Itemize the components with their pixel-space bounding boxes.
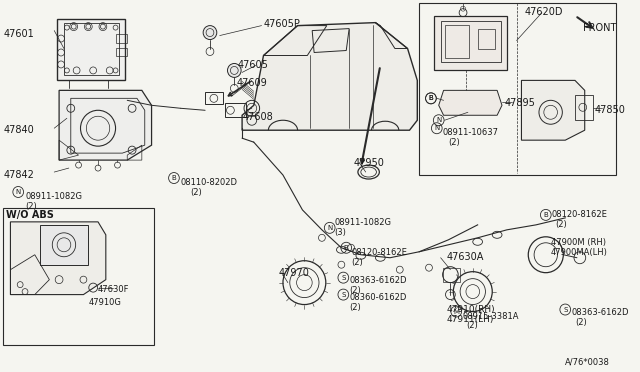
Text: 47609: 47609 xyxy=(236,78,267,89)
Bar xyxy=(225,103,246,117)
Bar xyxy=(205,92,223,104)
Polygon shape xyxy=(438,90,502,115)
Text: (2): (2) xyxy=(349,302,361,312)
Text: 47630A: 47630A xyxy=(447,252,484,262)
Text: 08911-1082G: 08911-1082G xyxy=(25,192,82,201)
Text: FRONT: FRONT xyxy=(583,23,616,33)
Text: 08915-3381A: 08915-3381A xyxy=(462,311,518,321)
Text: (2): (2) xyxy=(449,138,460,147)
Text: B: B xyxy=(429,95,433,101)
Text: 08911-1082G: 08911-1082G xyxy=(335,218,392,227)
Text: 47605P: 47605P xyxy=(264,19,300,29)
Circle shape xyxy=(203,26,217,39)
Text: 47900M (RH): 47900M (RH) xyxy=(550,238,605,247)
Text: B: B xyxy=(344,245,349,251)
Bar xyxy=(419,3,616,175)
Text: 47850: 47850 xyxy=(595,105,625,115)
Text: (2): (2) xyxy=(575,318,587,327)
Text: 08363-6162D: 08363-6162D xyxy=(571,308,628,317)
Text: 47620D: 47620D xyxy=(524,7,563,17)
Polygon shape xyxy=(242,23,417,130)
Bar xyxy=(40,225,88,265)
Text: (2): (2) xyxy=(351,258,363,267)
Polygon shape xyxy=(522,80,585,140)
Text: (2): (2) xyxy=(25,202,36,211)
Bar xyxy=(445,25,469,58)
Text: N: N xyxy=(436,117,442,123)
Text: 47608: 47608 xyxy=(242,112,273,122)
Text: 47910(RH): 47910(RH) xyxy=(447,305,495,314)
Bar xyxy=(116,48,127,57)
Polygon shape xyxy=(434,16,507,70)
Text: (3): (3) xyxy=(335,228,346,237)
Bar xyxy=(443,268,460,282)
Text: 08363-6162D: 08363-6162D xyxy=(349,276,406,285)
Text: (2): (2) xyxy=(466,321,477,330)
Text: 47950: 47950 xyxy=(354,158,385,168)
Text: B: B xyxy=(543,212,548,218)
Text: B: B xyxy=(172,175,177,181)
Text: 47911(LH): 47911(LH) xyxy=(447,314,494,324)
Polygon shape xyxy=(57,19,125,80)
Bar xyxy=(3,208,154,346)
Text: 47630F: 47630F xyxy=(98,285,129,294)
Text: 08110-8202D: 08110-8202D xyxy=(180,178,238,187)
Text: 47970: 47970 xyxy=(278,268,309,278)
Text: 47601: 47601 xyxy=(4,29,35,39)
Polygon shape xyxy=(59,90,152,160)
Text: N: N xyxy=(434,125,440,131)
Bar xyxy=(477,29,495,48)
Text: 47842: 47842 xyxy=(4,170,35,180)
Text: N: N xyxy=(327,225,332,231)
Text: S: S xyxy=(341,275,346,280)
Text: 47840: 47840 xyxy=(4,125,35,135)
Text: B: B xyxy=(429,95,433,101)
Text: M: M xyxy=(453,308,460,315)
Text: 08911-10637: 08911-10637 xyxy=(443,128,499,137)
Text: 47910G: 47910G xyxy=(88,298,121,307)
Text: W/O ABS: W/O ABS xyxy=(6,210,53,220)
Text: S: S xyxy=(341,292,346,298)
Text: (2): (2) xyxy=(349,286,361,295)
Text: 47895: 47895 xyxy=(505,98,536,108)
Text: 08360-6162D: 08360-6162D xyxy=(349,293,406,302)
Text: 08120-8162E: 08120-8162E xyxy=(351,248,407,257)
Text: A/76*0038: A/76*0038 xyxy=(565,357,610,366)
Text: 47900MA(LH): 47900MA(LH) xyxy=(550,248,607,257)
Text: S: S xyxy=(563,307,568,312)
Bar xyxy=(575,95,593,120)
Text: (2): (2) xyxy=(556,220,567,229)
Circle shape xyxy=(227,64,241,77)
Bar xyxy=(441,20,501,62)
Bar xyxy=(116,33,127,42)
Text: 08120-8162E: 08120-8162E xyxy=(552,210,607,219)
Polygon shape xyxy=(10,222,106,295)
Text: N: N xyxy=(15,189,21,195)
Text: (2): (2) xyxy=(191,188,202,197)
Text: 47605: 47605 xyxy=(237,61,268,70)
